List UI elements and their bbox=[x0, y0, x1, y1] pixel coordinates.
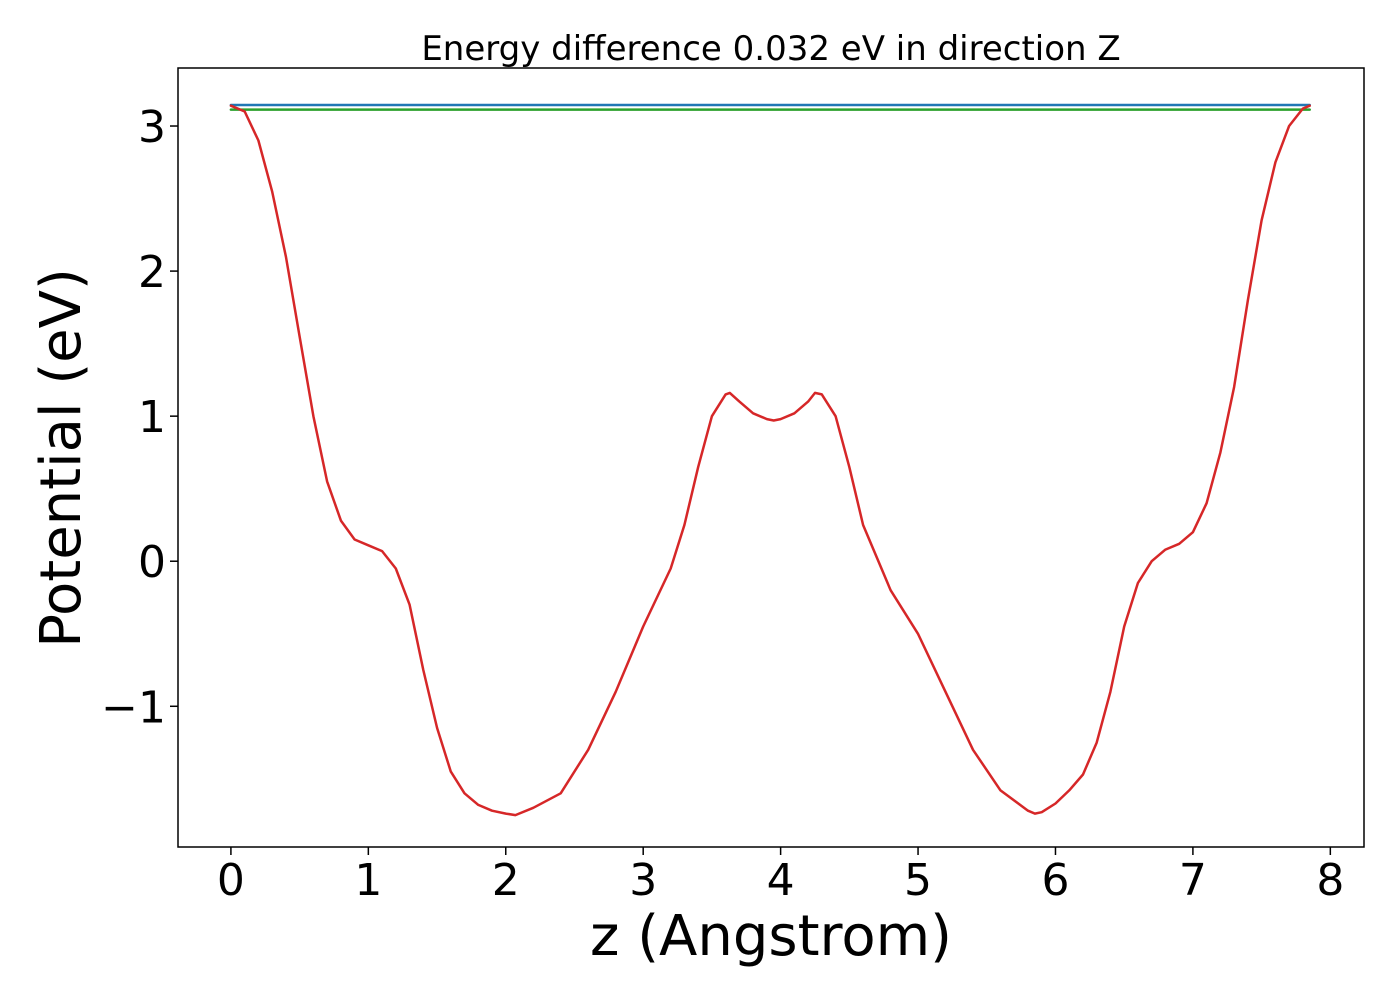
plot-frame bbox=[177, 67, 1365, 848]
y-tick-label: −1 bbox=[101, 682, 166, 733]
x-tick-label: 3 bbox=[629, 855, 657, 906]
chart-title: Energy difference 0.032 eV in direction … bbox=[421, 29, 1120, 69]
y-axis: −1 0 1 2 3 bbox=[101, 102, 178, 733]
x-tick-label: 8 bbox=[1316, 855, 1344, 906]
y-axis-label: Potential (eV) bbox=[29, 268, 94, 648]
y-tick-label: 3 bbox=[138, 102, 166, 153]
x-tick-label: 1 bbox=[354, 855, 382, 906]
y-tick-label: 0 bbox=[138, 537, 166, 588]
plot-area bbox=[229, 103, 1311, 817]
y-tick-label: 2 bbox=[138, 247, 166, 298]
series-line-2 bbox=[229, 104, 1311, 817]
x-tick-label: 4 bbox=[767, 855, 795, 906]
x-axis: 0 1 2 3 4 5 6 7 8 bbox=[217, 847, 1344, 906]
x-tick-label: 2 bbox=[492, 855, 520, 906]
x-tick-label: 7 bbox=[1179, 855, 1207, 906]
x-tick-label: 0 bbox=[217, 855, 245, 906]
x-tick-label: 5 bbox=[904, 855, 932, 906]
x-tick-label: 6 bbox=[1041, 855, 1069, 906]
x-axis-label: z (Angstrom) bbox=[590, 904, 952, 969]
y-tick-label: 1 bbox=[138, 392, 166, 443]
